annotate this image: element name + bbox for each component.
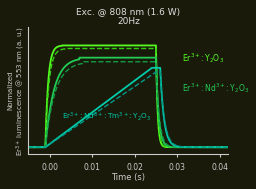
Y-axis label: Normalized
$\mathregular{Er^{3+}}$ luminescence @ 553 nm (a. u.): Normalized $\mathregular{Er^{3+}}$ lumin… — [7, 26, 27, 156]
Text: $\mathregular{Er^{3+}\!:Nd^{3+}\!:Y_2O_3}$: $\mathregular{Er^{3+}\!:Nd^{3+}\!:Y_2O_3… — [182, 81, 249, 95]
Text: $\mathregular{Er^{3+}\!:Nd^{3+}\!:Tm^{3+}\!:Y_2O_3}$: $\mathregular{Er^{3+}\!:Nd^{3+}\!:Tm^{3+… — [62, 110, 151, 123]
Title: Exc. @ 808 nm (1.6 W)
20Hz: Exc. @ 808 nm (1.6 W) 20Hz — [76, 7, 180, 26]
X-axis label: Time (s): Time (s) — [111, 173, 145, 182]
Text: $\mathregular{Er^{3+}\!:Y_2O_3}$: $\mathregular{Er^{3+}\!:Y_2O_3}$ — [182, 51, 223, 65]
